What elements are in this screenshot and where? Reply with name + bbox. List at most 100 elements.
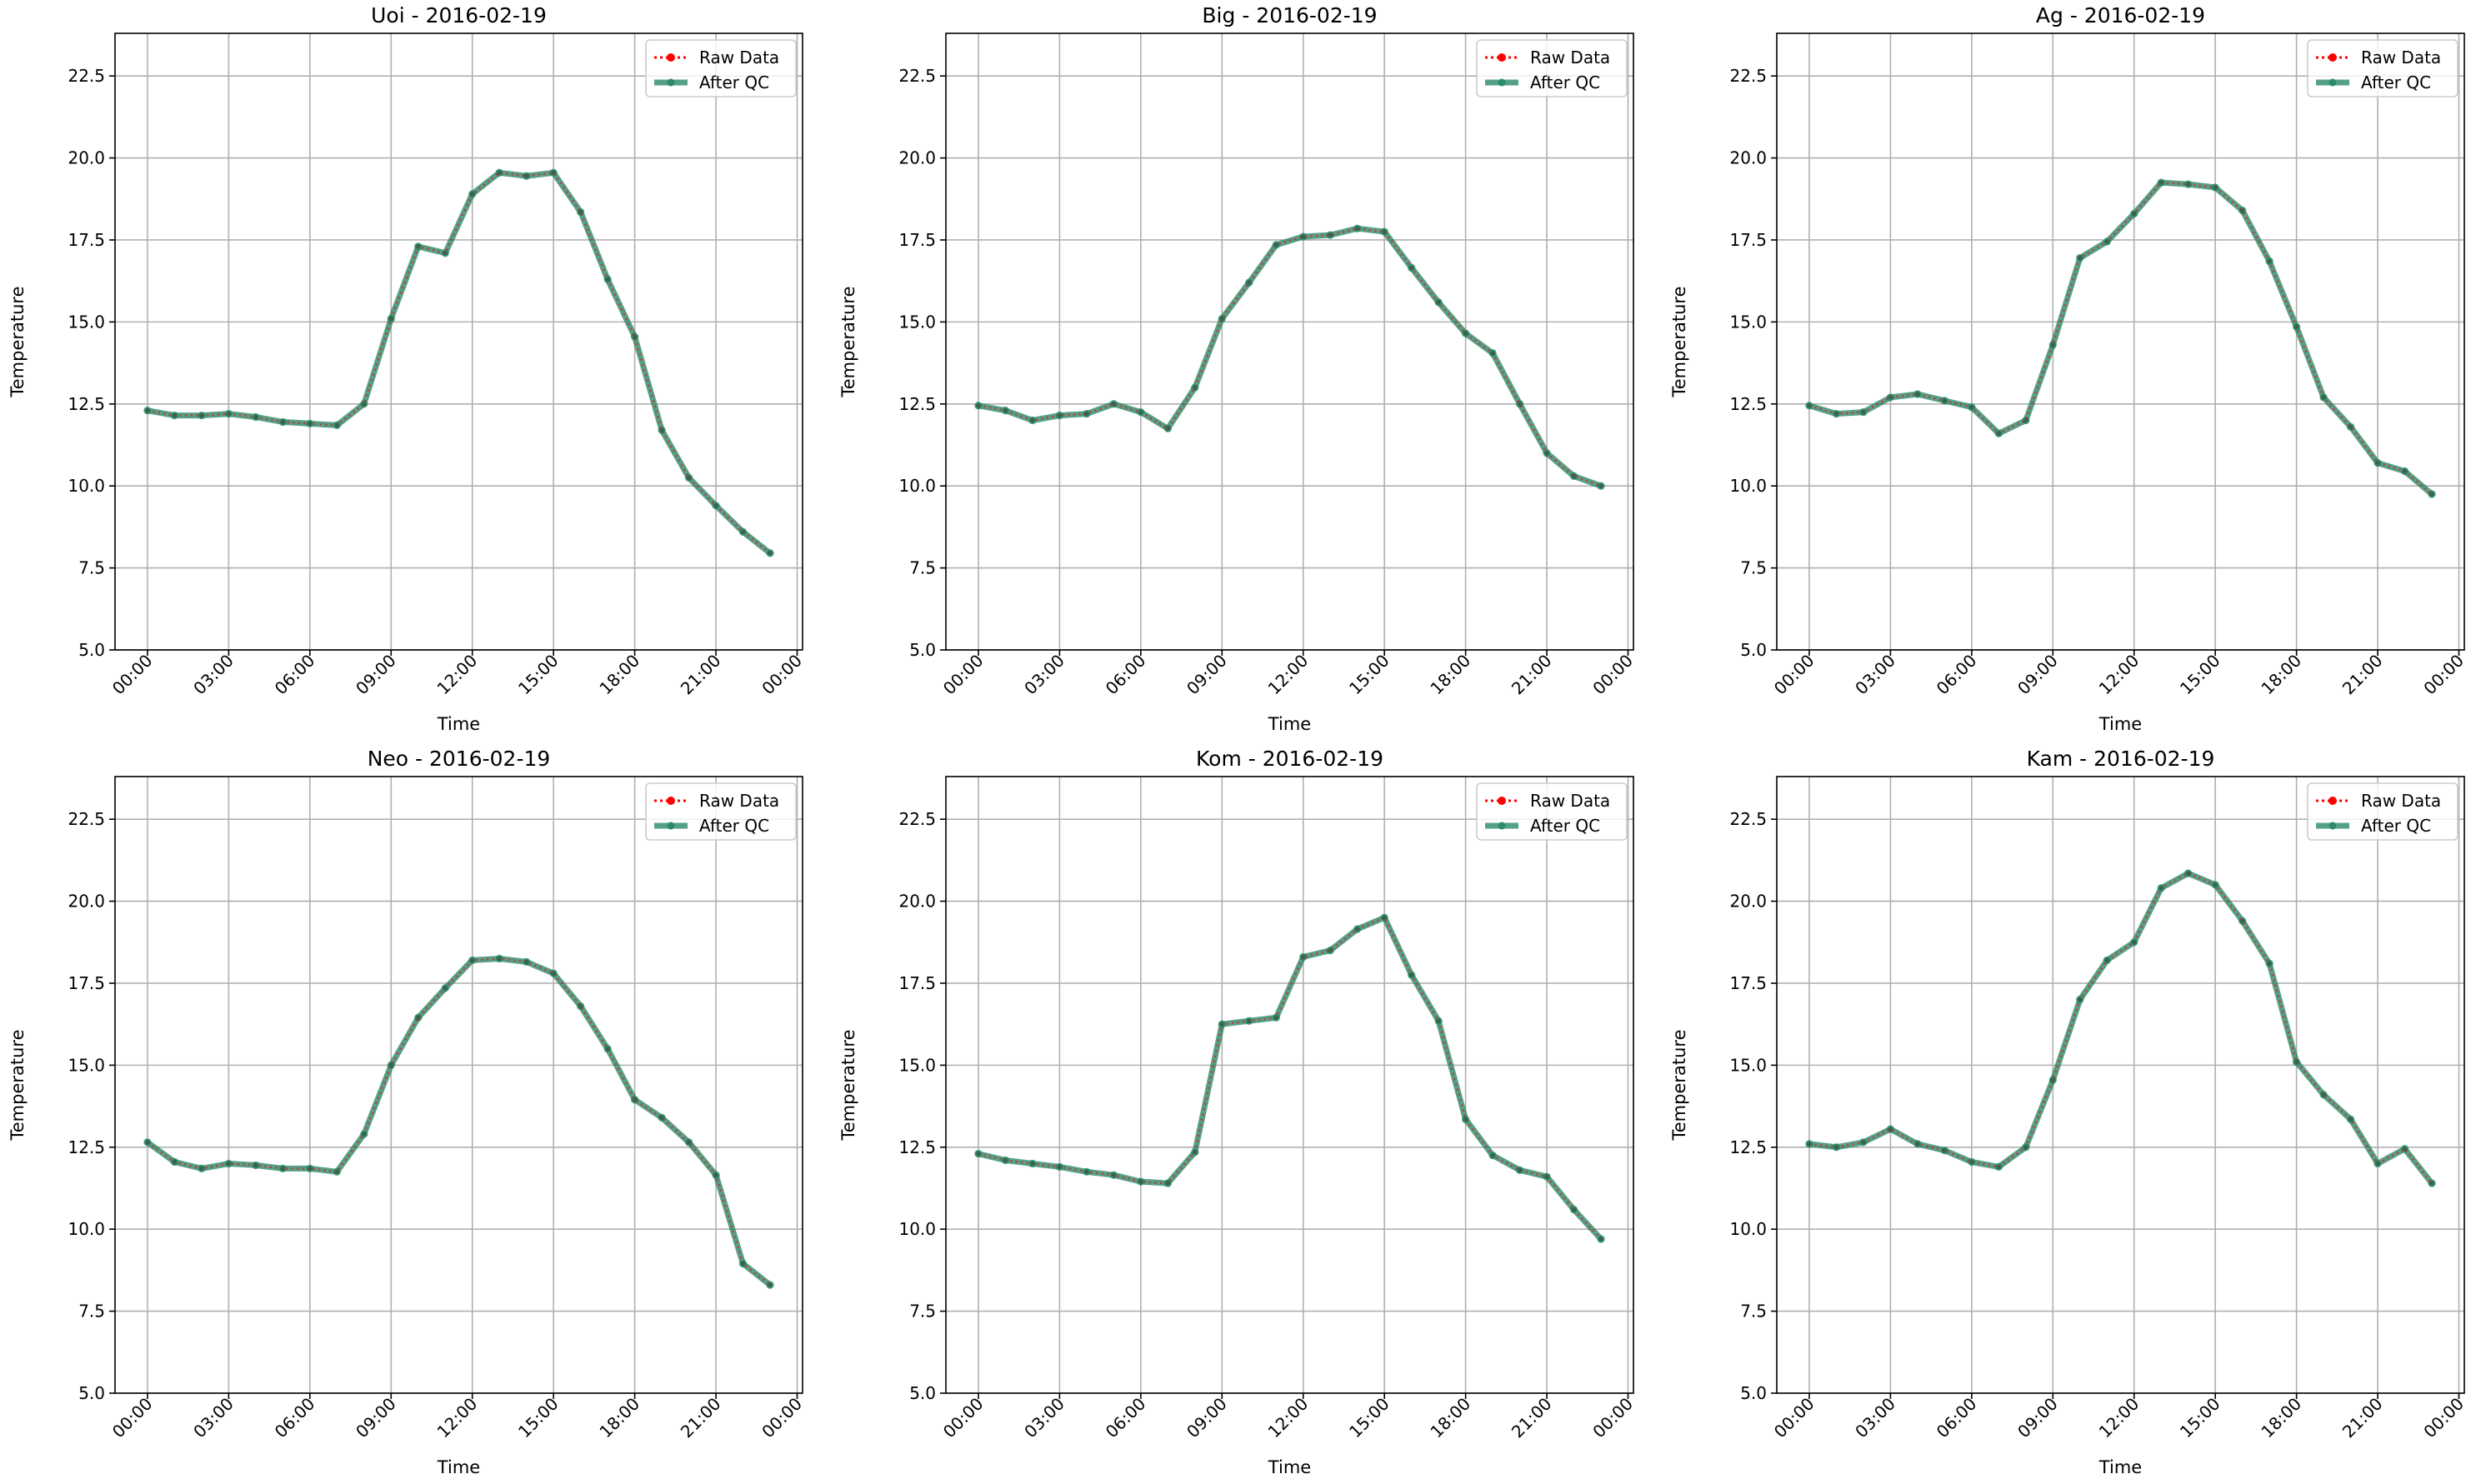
y-tick-label: 7.5 bbox=[1740, 558, 1767, 578]
raw-data-point bbox=[1409, 972, 1414, 977]
raw-data-point bbox=[253, 1162, 258, 1168]
y-tick-label: 5.0 bbox=[1740, 640, 1767, 660]
legend-after-qc-marker bbox=[2328, 822, 2337, 830]
raw-data-point bbox=[2078, 997, 2083, 1002]
raw-data-point bbox=[1861, 410, 1866, 415]
x-tick-label: 03:00 bbox=[189, 651, 238, 699]
x-tick-label: 21:00 bbox=[1508, 1394, 1556, 1442]
y-tick-label: 5.0 bbox=[78, 1383, 105, 1403]
raw-data-point bbox=[1463, 1117, 1468, 1122]
x-tick-label: 09:00 bbox=[352, 1394, 400, 1442]
y-tick-label: 17.5 bbox=[68, 230, 105, 250]
raw-data-point bbox=[1219, 316, 1224, 322]
x-tick-label: 12:00 bbox=[2095, 1394, 2143, 1442]
y-tick-label: 12.5 bbox=[898, 1137, 936, 1157]
raw-data-point bbox=[308, 1166, 313, 1171]
series-line-after-qc bbox=[975, 225, 1604, 489]
raw-data-point bbox=[334, 422, 339, 427]
legend: Raw Data After QC bbox=[2307, 782, 2458, 841]
raw-data-point bbox=[226, 1161, 232, 1167]
raw-data-point bbox=[1003, 1157, 1008, 1163]
raw-data-point bbox=[388, 316, 393, 322]
raw-data-point bbox=[1301, 954, 1306, 960]
raw-data-point bbox=[1833, 1145, 1839, 1150]
legend-raw-data-marker bbox=[2328, 53, 2337, 62]
raw-data-point bbox=[280, 419, 285, 425]
x-tick-label: 09:00 bbox=[352, 651, 400, 699]
raw-data-point bbox=[1193, 1150, 1198, 1155]
y-axis-label: Temperature bbox=[1669, 286, 1689, 397]
axes-frame bbox=[945, 776, 1634, 1394]
series-line-after-qc bbox=[144, 169, 773, 557]
raw-data-point bbox=[1571, 473, 1577, 478]
x-tick-label: 18:00 bbox=[595, 1394, 643, 1442]
y-tick-label: 12.5 bbox=[68, 1137, 105, 1157]
chart-title: Neo - 2016-02-19 bbox=[368, 747, 551, 771]
raw-data-point bbox=[1436, 1018, 1441, 1023]
x-axis-label: Time bbox=[1268, 714, 1311, 734]
raw-data-point bbox=[388, 1062, 393, 1067]
x-tick-label: 00:00 bbox=[1770, 651, 1818, 699]
raw-data-point bbox=[686, 475, 692, 480]
chart-panel: Uoi - 2016-02-19 5.0 7.5 10.0 12.5 15.0 17.5 20… bbox=[8, 3, 806, 734]
series-line-after-qc bbox=[1806, 179, 2435, 497]
raw-data-point bbox=[2023, 417, 2028, 423]
raw-data-point bbox=[172, 412, 178, 418]
raw-data-point bbox=[2402, 468, 2408, 474]
raw-data-point bbox=[1003, 408, 1008, 413]
series-line-raw-data bbox=[1808, 181, 2433, 495]
x-tick-label: 21:00 bbox=[2338, 651, 2387, 699]
x-axis-label: Time bbox=[1268, 1457, 1311, 1477]
x-tick-label: 18:00 bbox=[595, 651, 643, 699]
raw-data-point bbox=[1942, 398, 1947, 403]
series-line-raw-data bbox=[1808, 872, 2433, 1184]
y-tick-label: 15.0 bbox=[1729, 1055, 1767, 1075]
chart-title: Kam - 2016-02-19 bbox=[2027, 747, 2215, 771]
y-tick-label: 15.0 bbox=[1729, 312, 1767, 332]
raw-data-point bbox=[713, 503, 718, 508]
y-tick-label: 10.0 bbox=[898, 1219, 936, 1239]
raw-data-point bbox=[172, 1159, 178, 1165]
raw-data-point bbox=[2023, 1145, 2028, 1150]
chart-panel: Neo - 2016-02-19 5.0 7.5 10.0 12.5 15.0 17.5 20… bbox=[8, 747, 806, 1477]
axes-frame bbox=[1776, 32, 2465, 651]
x-tick-label: 15:00 bbox=[514, 1394, 563, 1442]
y-tick-label: 17.5 bbox=[1729, 973, 1767, 993]
raw-data-point bbox=[1355, 226, 1360, 231]
raw-data-point bbox=[633, 1097, 638, 1102]
x-tick-label: 15:00 bbox=[1345, 651, 1393, 699]
series-line-raw-data bbox=[978, 916, 1602, 1240]
y-tick-label: 22.5 bbox=[1729, 66, 1767, 86]
raw-data-point bbox=[497, 170, 502, 175]
raw-data-point bbox=[2375, 461, 2380, 466]
y-tick-label: 7.5 bbox=[1740, 1302, 1767, 1322]
raw-data-point bbox=[659, 1115, 664, 1120]
y-tick-label: 20.0 bbox=[898, 892, 936, 912]
raw-data-point bbox=[686, 1140, 692, 1145]
raw-data-point bbox=[362, 402, 367, 407]
raw-data-point bbox=[2213, 882, 2218, 887]
raw-data-point bbox=[578, 209, 583, 215]
x-tick-label: 03:00 bbox=[1020, 651, 1068, 699]
raw-data-point bbox=[226, 411, 232, 417]
y-tick-label: 20.0 bbox=[898, 148, 936, 168]
raw-data-point bbox=[2104, 239, 2109, 244]
x-tick-label: 03:00 bbox=[1020, 1394, 1068, 1442]
x-tick-label: 06:00 bbox=[1933, 651, 1981, 699]
x-tick-label: 06:00 bbox=[271, 1394, 319, 1442]
x-tick-label: 12:00 bbox=[2095, 651, 2143, 699]
raw-data-point bbox=[1996, 1164, 2001, 1170]
y-tick-label: 17.5 bbox=[898, 230, 936, 250]
x-tick-label: 00:00 bbox=[2419, 1394, 2468, 1442]
raw-data-point bbox=[1807, 403, 1812, 408]
x-tick-label: 06:00 bbox=[271, 651, 319, 699]
y-tick-label: 12.5 bbox=[1729, 394, 1767, 414]
raw-data-point bbox=[2321, 395, 2326, 400]
y-axis-label: Temperature bbox=[8, 1029, 28, 1141]
raw-data-point bbox=[1273, 242, 1278, 247]
legend: Raw Data After QC bbox=[1476, 39, 1628, 97]
axes-frame bbox=[114, 776, 803, 1394]
legend: Raw Data After QC bbox=[2307, 39, 2458, 97]
raw-data-point bbox=[1833, 411, 1839, 417]
